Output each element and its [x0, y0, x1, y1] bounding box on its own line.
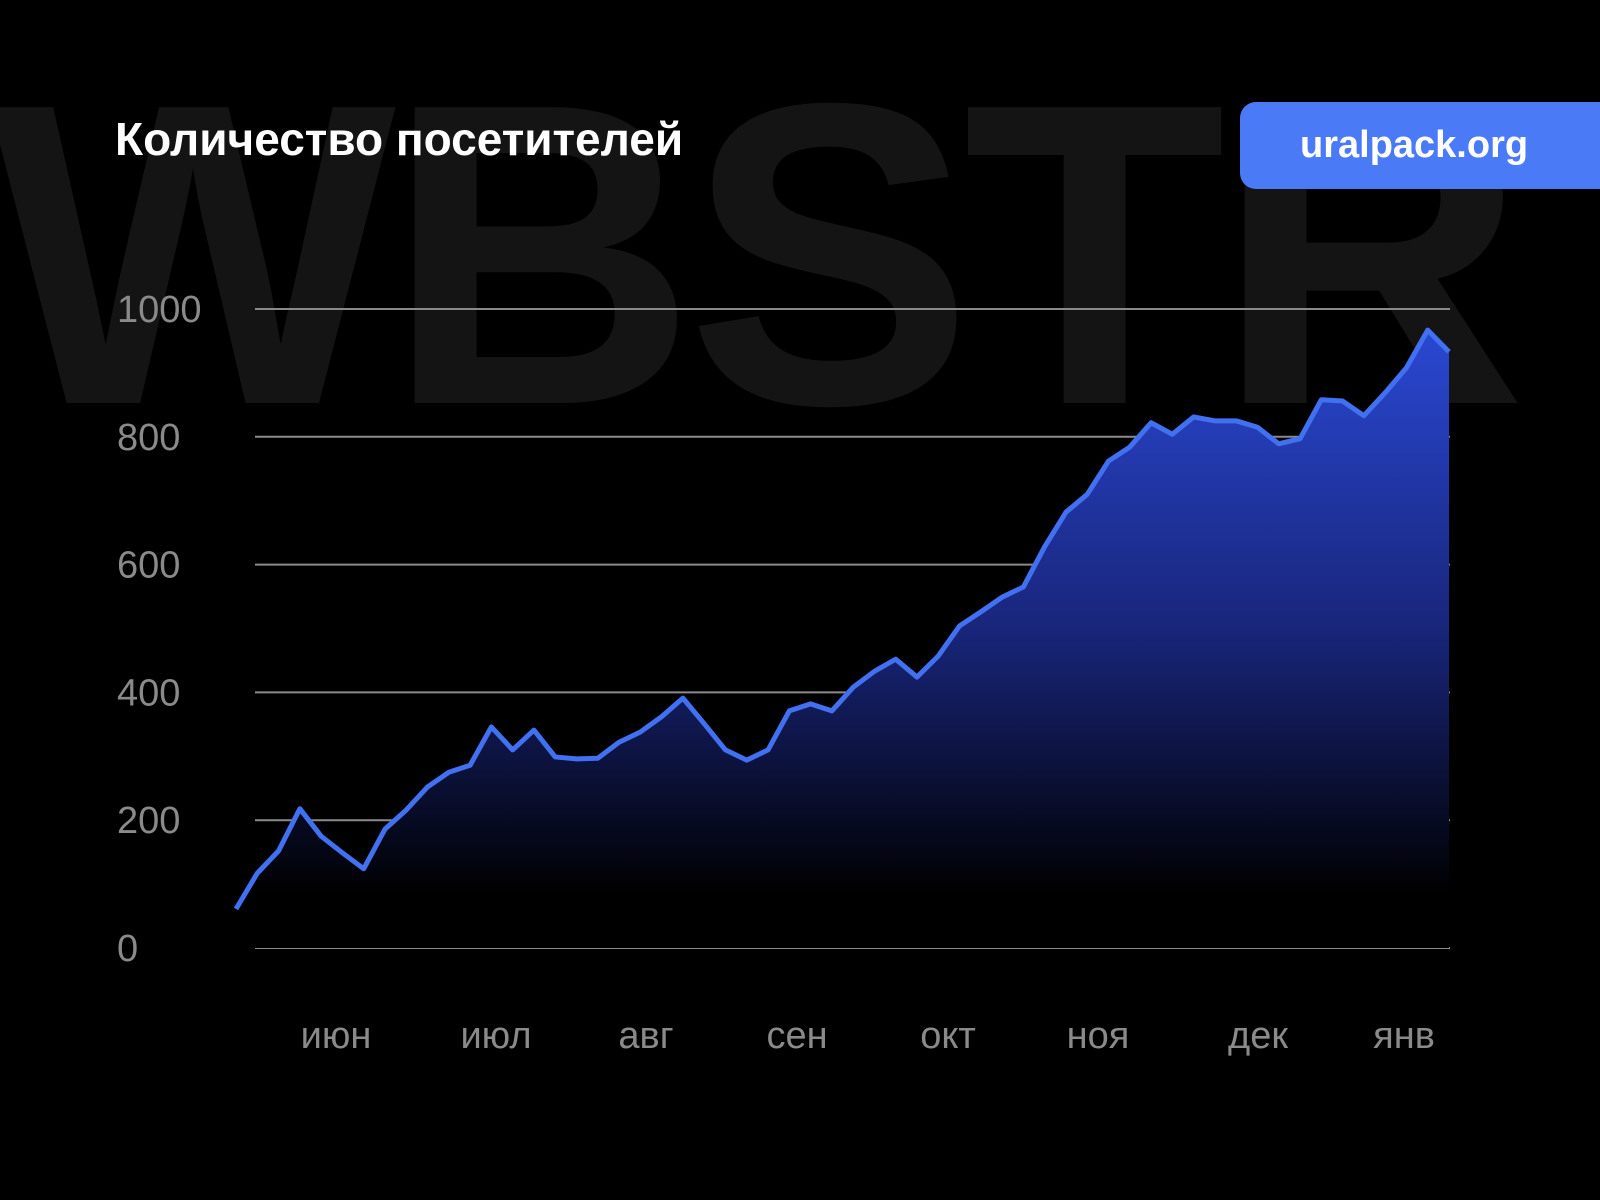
y-tick-label: 400 — [117, 672, 180, 714]
y-tick-label: 1000 — [117, 289, 202, 331]
y-tick-label: 200 — [117, 800, 180, 842]
area-fill — [236, 330, 1449, 948]
y-tick-label: 0 — [117, 928, 138, 970]
x-tick-label: сен — [766, 1015, 827, 1057]
y-tick-label: 600 — [117, 545, 180, 587]
chart-title: Количество посетителей — [115, 113, 684, 165]
site-badge[interactable]: uralpack.org — [1240, 102, 1600, 189]
x-tick-label: июн — [301, 1015, 372, 1057]
x-tick-label: ноя — [1067, 1015, 1130, 1057]
series-line — [233, 327, 1451, 911]
x-tick-label: июл — [460, 1015, 531, 1057]
x-tick-label: авг — [618, 1015, 673, 1057]
x-tick-label: дек — [1228, 1015, 1288, 1057]
y-tick-label: 800 — [117, 417, 180, 459]
x-tick-label: окт — [920, 1015, 976, 1057]
x-tick-label: янв — [1373, 1015, 1435, 1057]
